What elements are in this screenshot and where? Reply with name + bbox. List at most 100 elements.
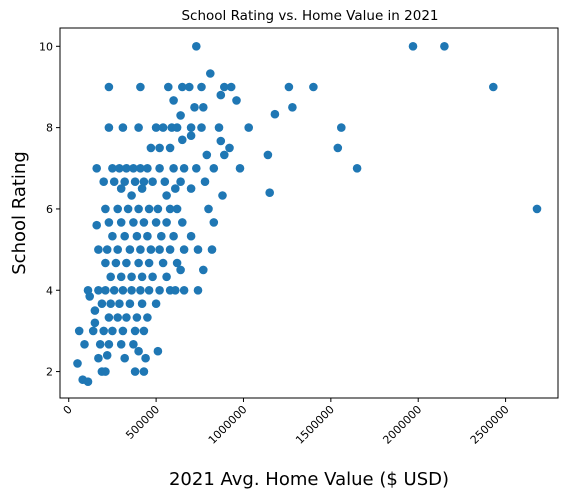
scatter-point <box>171 184 180 193</box>
scatter-point <box>143 164 152 173</box>
scatter-point <box>101 286 110 295</box>
scatter-point <box>116 218 126 227</box>
scatter-point <box>115 164 124 173</box>
scatter-point <box>141 353 150 363</box>
scatter-point <box>153 204 163 214</box>
scatter-point <box>123 204 133 214</box>
scatter-point <box>165 245 175 254</box>
scatter-point <box>113 245 122 254</box>
scatter-point <box>146 245 156 254</box>
scatter-point <box>162 191 171 200</box>
scatter-point <box>113 204 122 214</box>
scatter-point <box>165 143 175 153</box>
scatter-point <box>143 231 152 241</box>
scatter-point <box>309 82 318 92</box>
scatter-point <box>108 231 117 241</box>
scatter-point <box>202 150 212 160</box>
scatter-point <box>144 258 154 268</box>
scatter-point <box>136 245 145 254</box>
scatter-point <box>179 245 189 254</box>
scatter-point <box>232 96 241 105</box>
scatter-point <box>176 111 185 120</box>
scatter-point <box>134 346 143 356</box>
scatter-point <box>118 286 128 295</box>
scatter-point <box>85 292 94 301</box>
scatter-point <box>137 299 147 309</box>
scatter-point <box>185 82 194 92</box>
scatter-point <box>206 69 215 78</box>
scatter-point <box>92 164 101 173</box>
scatter-point <box>172 204 182 214</box>
scatter-point <box>130 367 140 376</box>
scatter-point <box>288 103 297 112</box>
scatter-point <box>200 177 210 186</box>
plot-frame <box>59 27 559 399</box>
scatter-point <box>172 258 182 268</box>
scatter-point <box>146 143 156 153</box>
scatter-point <box>192 164 201 173</box>
scatter-point <box>122 313 131 322</box>
scatter-point <box>101 258 110 268</box>
y-tick-label: 4 <box>46 284 53 297</box>
scatter-point <box>120 353 129 363</box>
scatter-point <box>125 245 135 254</box>
scatter-point <box>83 377 93 387</box>
scatter-point <box>129 340 138 349</box>
scatter-point <box>333 143 343 153</box>
scatter-point <box>127 286 136 295</box>
scatter-point <box>155 286 164 295</box>
scatter-point <box>101 367 110 376</box>
scatter-point <box>104 340 114 349</box>
scatter-point <box>108 326 117 336</box>
scatter-point <box>137 184 147 193</box>
scatter-point <box>108 164 117 173</box>
scatter-point <box>104 123 114 132</box>
scatter-point <box>337 123 346 132</box>
y-tick-label: 10 <box>39 40 53 53</box>
scatter-point <box>90 318 100 328</box>
scatter-point <box>172 123 182 132</box>
scatter-point <box>116 272 126 282</box>
scatter-point <box>164 82 173 92</box>
scatter-point <box>169 164 178 173</box>
scatter-point <box>136 286 145 295</box>
scatter-point <box>179 286 189 295</box>
scatter-point <box>113 313 122 322</box>
scatter-point <box>139 326 149 336</box>
scatter-point <box>352 164 362 173</box>
scatter-point <box>225 143 234 153</box>
scatter-point <box>235 164 245 173</box>
data-points <box>73 42 542 387</box>
scatter-point <box>144 286 154 295</box>
y-tick-label: 6 <box>46 203 53 216</box>
scatter-point <box>244 123 253 132</box>
scatter-point <box>99 326 108 336</box>
scatter-point <box>216 136 226 146</box>
scatter-point <box>139 218 149 227</box>
scatter-point <box>136 82 145 92</box>
scatter-point <box>186 131 196 140</box>
scatter-point <box>265 188 275 197</box>
scatter-point <box>192 42 201 51</box>
scatter-point <box>153 346 163 356</box>
scatter-point <box>134 204 143 214</box>
scatter-point <box>137 272 147 282</box>
scatter-point <box>209 218 219 227</box>
scatter-point <box>197 123 206 132</box>
scatter-point <box>169 231 178 241</box>
scatter-point <box>95 340 105 349</box>
y-tick-label: 8 <box>46 122 53 135</box>
scatter-point <box>162 218 171 227</box>
scatter-point <box>116 184 126 193</box>
scatter-point <box>151 299 161 309</box>
scatter-point <box>186 123 196 132</box>
scatter-point <box>148 272 157 282</box>
scatter-point <box>151 218 161 227</box>
scatter-point <box>186 231 196 241</box>
scatter-point <box>122 258 131 268</box>
scatter-point <box>94 353 103 363</box>
scatter-point <box>120 231 129 241</box>
scatter-point <box>176 177 185 186</box>
scatter-point <box>162 272 171 282</box>
